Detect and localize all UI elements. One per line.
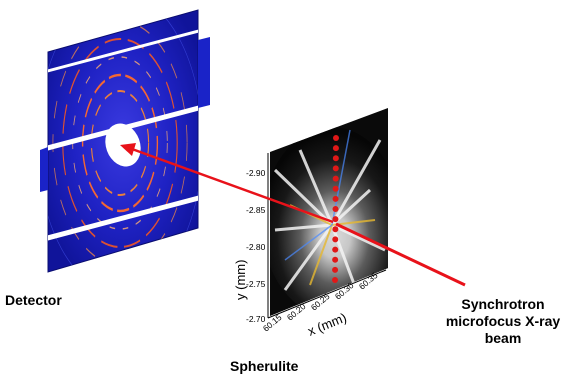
scan-points	[332, 135, 339, 283]
scan-point	[332, 256, 339, 263]
scan-point	[332, 195, 339, 202]
spherulite-map	[270, 108, 388, 316]
xray-beam	[120, 143, 466, 287]
scan-point	[332, 155, 339, 162]
scan-point	[332, 226, 339, 233]
scan-point	[332, 266, 339, 273]
diffraction-ring	[90, 90, 150, 196]
beam-label-line: Synchrotron	[461, 296, 545, 312]
beam-label-line: microfocus X-ray	[445, 313, 561, 329]
scan-point	[332, 175, 339, 182]
y-tick-label: -2.75	[246, 279, 266, 289]
scan-point	[333, 135, 339, 141]
detector-gap	[48, 192, 198, 243]
beam-label: Synchrotron microfocus X-ray beam	[440, 296, 566, 347]
spherulite-label: Spherulite	[230, 358, 299, 374]
y-tick-label: -2.85	[246, 205, 266, 215]
diffraction-ring	[62, 38, 178, 248]
scan-point	[332, 236, 339, 243]
y-tick-label: -2.70	[246, 314, 266, 324]
detector-panel	[40, 9, 210, 273]
scan-point	[332, 165, 339, 172]
x-axis-label: x (mm)	[306, 310, 349, 339]
detector-gap	[48, 26, 198, 75]
scan-point	[332, 216, 339, 223]
scan-point	[332, 246, 339, 253]
scan-point	[332, 206, 339, 212]
scan-point	[332, 185, 339, 192]
diffraction-ring	[81, 73, 159, 213]
detector-label: Detector	[5, 292, 62, 308]
beam-label-line: beam	[484, 330, 522, 346]
scan-point	[332, 145, 339, 152]
y-axis-label: y (mm)	[233, 260, 248, 300]
y-tick-label: -2.80	[246, 242, 266, 252]
beam-arrowhead	[120, 143, 136, 156]
scan-point	[332, 277, 338, 283]
y-tick-label: -2.90	[246, 168, 266, 178]
detector-gap	[48, 102, 198, 153]
diffraction-ring	[52, 20, 188, 266]
